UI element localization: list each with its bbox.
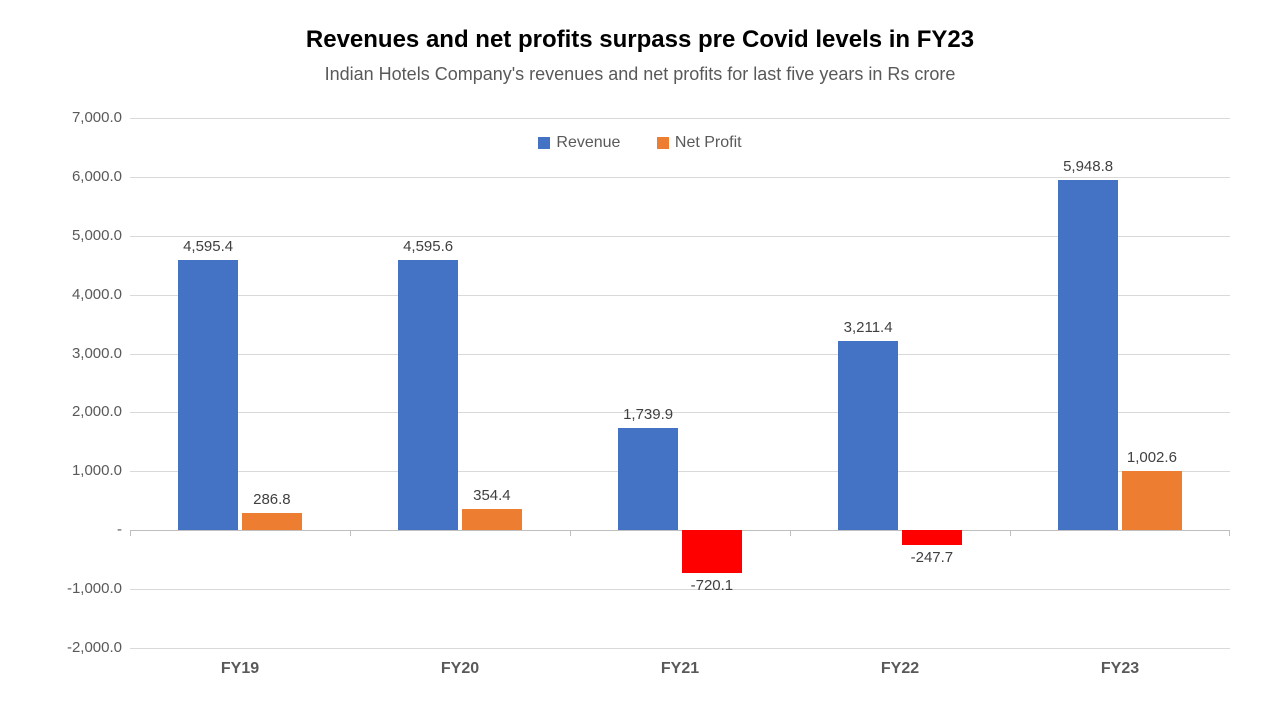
- data-label: 1,002.6: [1102, 449, 1201, 466]
- chart-container: Revenues and net profits surpass pre Cov…: [0, 0, 1280, 720]
- bar: [242, 513, 301, 530]
- data-label: -247.7: [882, 549, 981, 566]
- x-axis-line: [130, 530, 1230, 531]
- bar: [1058, 180, 1117, 530]
- y-tick-label: 5,000.0: [12, 227, 122, 244]
- bar: [902, 530, 961, 545]
- data-label: 4,595.6: [378, 238, 477, 255]
- y-tick-label: -1,000.0: [12, 580, 122, 597]
- plot-area: 4,595.4 286.8 4,595.6 354.4 1,739.9 -720.1 3,2…: [130, 118, 1230, 648]
- bar: [618, 428, 677, 530]
- bar: [462, 509, 521, 530]
- y-tick-label: -: [12, 521, 122, 538]
- y-tick-label: 6,000.0: [12, 168, 122, 185]
- data-label: 5,948.8: [1038, 158, 1137, 175]
- bar: [682, 530, 741, 572]
- data-label: 286.8: [222, 491, 321, 508]
- y-tick-label: 7,000.0: [12, 109, 122, 126]
- y-tick-label: 2,000.0: [12, 403, 122, 420]
- x-tick-label: FY22: [840, 660, 960, 678]
- gridline: [130, 118, 1230, 119]
- y-tick-label: 4,000.0: [12, 286, 122, 303]
- x-tick-mark: [1229, 530, 1230, 536]
- x-tick-mark: [1010, 530, 1011, 536]
- chart-subtitle: Indian Hotels Company's revenues and net…: [0, 64, 1280, 85]
- x-tick-mark: [790, 530, 791, 536]
- chart-title: Revenues and net profits surpass pre Cov…: [0, 26, 1280, 54]
- y-tick-label: -2,000.0: [12, 639, 122, 656]
- data-label: 1,739.9: [598, 406, 697, 423]
- y-tick-label: 1,000.0: [12, 462, 122, 479]
- x-tick-label: FY20: [400, 660, 520, 678]
- data-label: -720.1: [662, 577, 761, 594]
- data-label: 3,211.4: [818, 319, 917, 336]
- data-label: 354.4: [442, 487, 541, 504]
- bar: [178, 260, 237, 531]
- data-label: 4,595.4: [158, 238, 257, 255]
- gridline: [130, 177, 1230, 178]
- x-tick-label: FY23: [1060, 660, 1180, 678]
- x-tick-mark: [350, 530, 351, 536]
- x-tick-mark: [570, 530, 571, 536]
- y-tick-label: 3,000.0: [12, 345, 122, 362]
- x-tick-label: FY21: [620, 660, 740, 678]
- bar: [838, 341, 897, 530]
- bar: [1122, 471, 1181, 530]
- x-tick-label: FY19: [180, 660, 300, 678]
- gridline: [130, 648, 1230, 649]
- x-tick-mark: [130, 530, 131, 536]
